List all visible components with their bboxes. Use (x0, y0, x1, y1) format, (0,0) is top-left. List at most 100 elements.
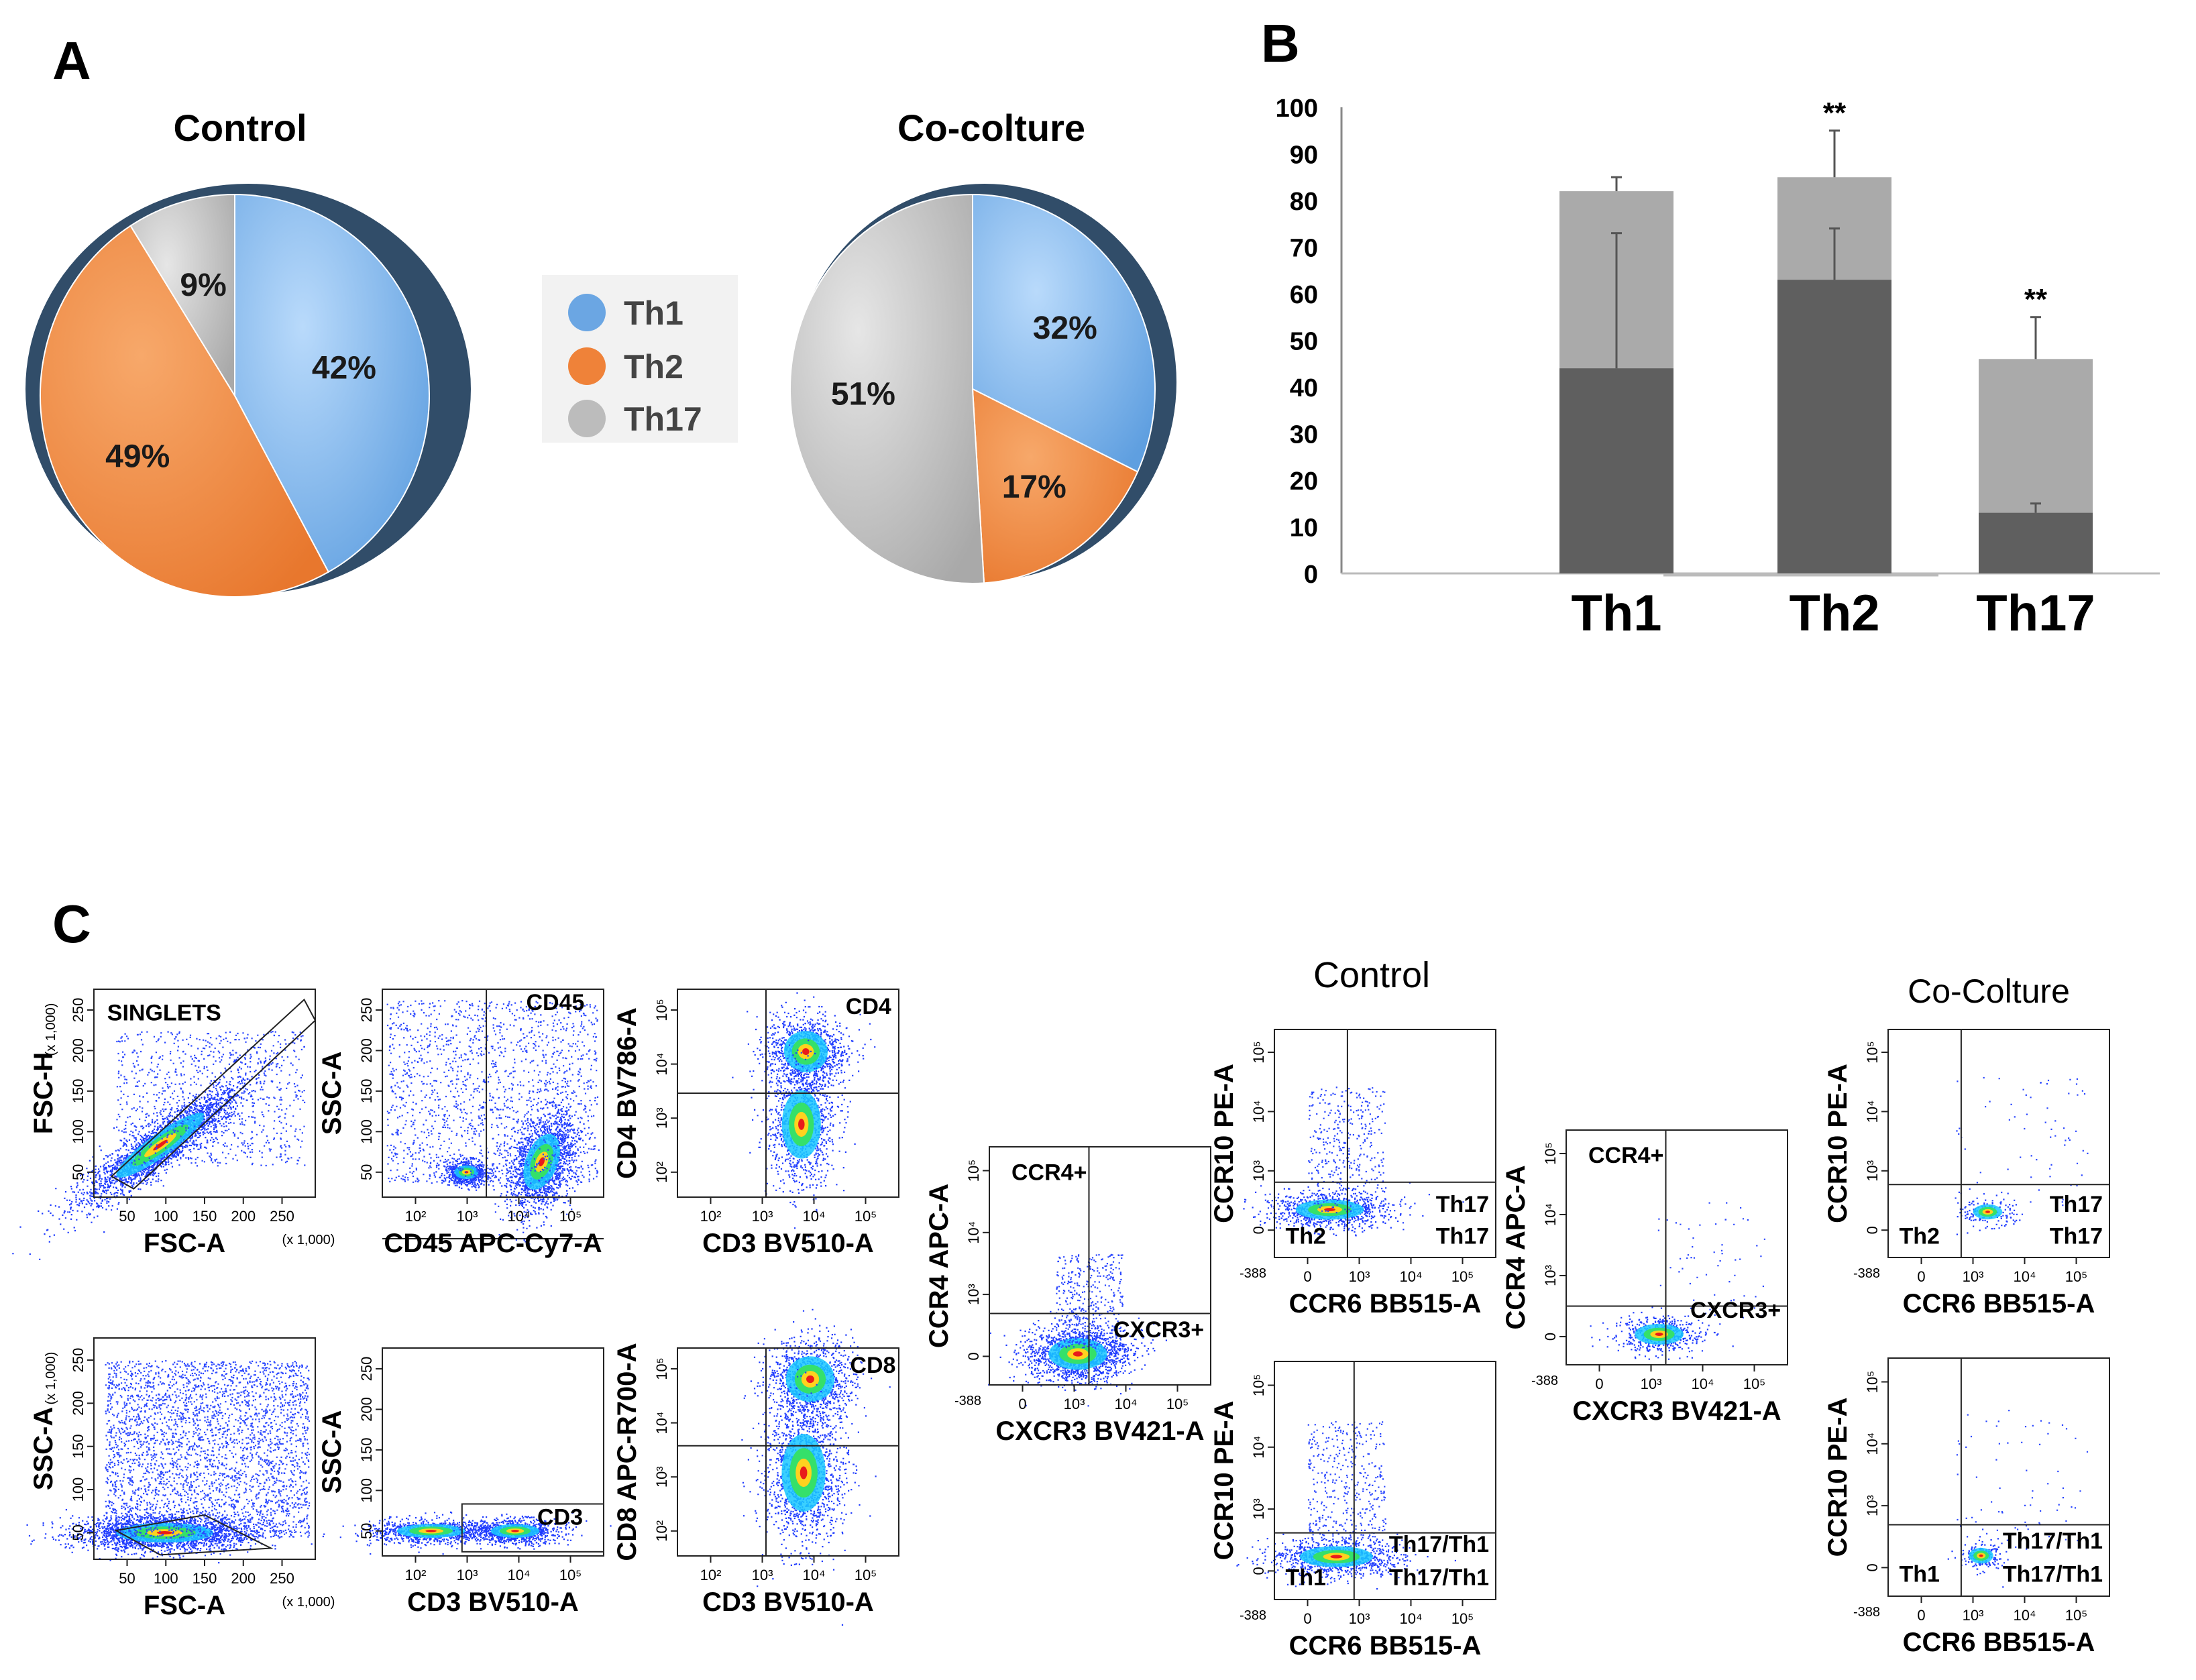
gate-label: SINGLETS (107, 1001, 221, 1026)
x-tick-label: 10⁴ (1692, 1376, 1714, 1392)
gate-region (110, 998, 317, 1190)
y-axis-title: SSC-A (317, 1410, 347, 1494)
x-axis-title: CCR6 BB515-A (1903, 1628, 2095, 1657)
flow-plot-plot_ccr4_ctrl: CCR4+ CXCR3+ 0 10³ 10⁴ 10⁵ 10⁵ 10⁴ 10³ 0 -388 CXCR3… (924, 1146, 1211, 1446)
y-tick-label: 100 (358, 1478, 375, 1503)
plot-frame (382, 989, 604, 1198)
density-core (1073, 1351, 1083, 1357)
x-tick-label: 10³ (1963, 1607, 1984, 1624)
x-tick-label: 100 (154, 1570, 178, 1587)
x-category-label: Th1 (1571, 585, 1661, 642)
density-core (800, 1466, 808, 1479)
pie-slice-th1 (234, 193, 430, 573)
flow-cytometry-panel: SINGLETS 50 100 150 200 250 250 200 150 100 50 (x 1… (12, 989, 2110, 1661)
x-tick-label: 100 (154, 1208, 178, 1225)
quadrant-label: Th17 (1436, 1192, 1489, 1217)
pie-slice-label: 32% (1033, 311, 1097, 346)
axis-min-label: -388 (1531, 1374, 1558, 1388)
y-tick-label: 10⁴ (1864, 1433, 1881, 1455)
y-tick-label: 10² (653, 1162, 670, 1183)
x-axis-title: CCR6 BB515-A (1903, 1289, 2095, 1319)
y-tick-label: 10³ (1250, 1160, 1267, 1182)
y-unit-label: (x 1,000) (44, 1352, 58, 1405)
y-tick-label: 200 (70, 1391, 87, 1416)
flow-plot-plot_singlets: SINGLETS 50 100 150 200 250 250 200 150 100 50 (x 1… (12, 989, 335, 1260)
flow-plot-plot_ccr10_ctrl_a: Th17 Th2 Th17 0 10³ 10⁴ 10⁵ 10⁵ 10⁴ 10³ 0 -388 CCR6 … (1209, 1029, 1496, 1319)
y-tick-label: 10⁴ (1250, 1100, 1267, 1123)
legend-label-th17: Th17 (624, 400, 702, 438)
y-tick-label: 0 (1542, 1333, 1559, 1341)
x-tick-label: 10⁴ (2014, 1268, 2036, 1285)
y-tick-label: 10⁵ (1250, 1041, 1267, 1064)
x-tick-label: 150 (193, 1570, 217, 1587)
panel-label-c: C (52, 894, 91, 954)
x-tick-label: 200 (231, 1570, 256, 1587)
quadrant-label: Th17 (2050, 1192, 2103, 1217)
pie-slice-label: 9% (180, 268, 226, 303)
x-tick-label: 10³ (1349, 1610, 1370, 1627)
x-axis-title: CD3 BV510-A (407, 1587, 579, 1617)
axis-min-label: -388 (954, 1394, 981, 1408)
x-tick-label: 10⁴ (1400, 1610, 1423, 1627)
plot-frame (1274, 1029, 1496, 1258)
quadrant-label: Th1 (1286, 1565, 1326, 1591)
x-axis-title: CCR6 BB515-A (1289, 1289, 1482, 1319)
x-tick-label: 10⁵ (2065, 1268, 2088, 1285)
bar-inner-th1 (1559, 368, 1673, 573)
pie-chart-control: Control 42% 49% 9% (25, 107, 471, 598)
y-tick-label: 70 (1290, 235, 1318, 263)
x-tick-label: 10⁴ (1400, 1268, 1423, 1285)
y-tick-label: 50 (70, 1164, 87, 1180)
x-tick-label: 10⁵ (559, 1208, 582, 1225)
density-core (806, 1375, 814, 1384)
y-axis-title: CCR10 PE-A (1209, 1064, 1239, 1223)
density-core (425, 1530, 437, 1532)
y-unit-label: (x 1,000) (44, 1003, 58, 1056)
event-dots (105, 1360, 311, 1539)
x-tick-label: 10⁵ (855, 1567, 877, 1583)
x-axis-title: CCR6 BB515-A (1289, 1631, 1482, 1661)
plot-frame (677, 1347, 899, 1557)
y-tick-label: 20 (1290, 467, 1318, 496)
quadrant-label: Th17 (1436, 1224, 1489, 1249)
y-tick-label: 150 (358, 1079, 375, 1104)
event-dots (1590, 1306, 1734, 1360)
y-tick-label: 250 (358, 998, 375, 1023)
quadrant-label: Th17/Th1 (2003, 1562, 2103, 1587)
quadrant-label: Th17/Th1 (1389, 1532, 1489, 1557)
x-tick-label: 10³ (752, 1567, 773, 1583)
quadrant-label: CCR4+ (1011, 1160, 1087, 1186)
x-unit-label: (x 1,000) (282, 1595, 335, 1610)
legend-swatch-th17 (568, 400, 606, 437)
y-tick-label: 10⁵ (1542, 1142, 1559, 1165)
gate-region (114, 1514, 274, 1556)
y-tick-label: 10³ (653, 1466, 670, 1488)
legend-label-th2: Th2 (624, 348, 683, 386)
x-tick-label: 50 (119, 1570, 135, 1587)
flow-plot-plot_cd3: CD3 10² 10³ 10⁴ 10⁵ 250 200 150 100 50 CD3 BV510-A… (317, 1347, 612, 1617)
x-category-label: Th2 (1789, 585, 1879, 642)
plot-frame (1274, 1361, 1496, 1600)
axis-min-label: -388 (1240, 1608, 1266, 1623)
x-axis-title: CXCR3 BV421-A (1572, 1396, 1781, 1426)
flow-plot-plot_ccr10_coc_b: Th17/Th1 Th1 Th17/Th1 0 10³ 10⁴ 10⁵ 10⁵ 10⁴ 10³ 0 -… (1823, 1357, 2110, 1657)
x-tick-label: 250 (270, 1570, 294, 1587)
pie-slice-label: 17% (1002, 469, 1066, 505)
gate-label: CD4 (846, 994, 891, 1019)
significance-marker: ** (1823, 97, 1847, 129)
group-title-control: Control (1313, 955, 1430, 995)
pie-slice-th1 (972, 193, 1156, 473)
y-axis-title: CCR10 PE-A (1209, 1401, 1239, 1561)
y-tick-label: 10³ (1864, 1160, 1881, 1182)
x-tick-label: 10³ (1349, 1268, 1370, 1285)
axis-min-label: -388 (1853, 1605, 1880, 1620)
bar-inner-th2 (1777, 280, 1891, 573)
y-axis-title: SSC-A (317, 1052, 347, 1135)
density-core (1985, 1211, 1991, 1213)
y-tick-label: 10⁴ (965, 1221, 982, 1244)
pie-title-cocolture: Co-colture (897, 107, 1085, 149)
pie-slice-label: 42% (312, 351, 376, 386)
x-tick-label: 10⁴ (1115, 1396, 1138, 1412)
quadrant-label: CXCR3+ (1113, 1317, 1204, 1343)
